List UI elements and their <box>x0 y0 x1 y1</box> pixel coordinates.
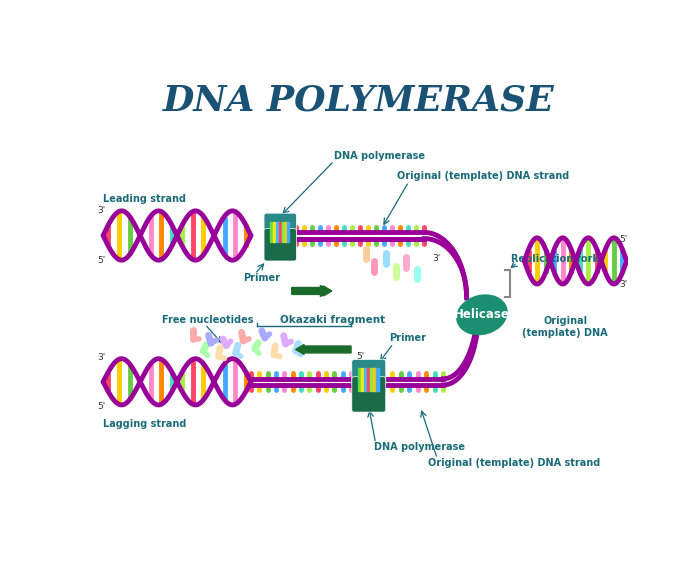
Text: 3': 3' <box>97 206 105 215</box>
Text: 5': 5' <box>619 235 627 244</box>
Text: Replication fork: Replication fork <box>511 254 599 264</box>
Bar <box>370 368 372 391</box>
Bar <box>361 368 363 391</box>
Text: Free nucleotides: Free nucleotides <box>162 315 254 325</box>
Text: DNA polymerase: DNA polymerase <box>334 151 425 161</box>
FancyBboxPatch shape <box>352 377 386 412</box>
Text: Original (template) DNA strand: Original (template) DNA strand <box>398 171 570 181</box>
FancyBboxPatch shape <box>264 213 296 238</box>
Bar <box>276 222 278 243</box>
Text: 5': 5' <box>97 257 105 265</box>
Text: Helicase: Helicase <box>454 308 510 321</box>
Text: 3': 3' <box>97 353 105 363</box>
Text: 3': 3' <box>619 279 627 289</box>
Bar <box>281 222 284 243</box>
Text: Lagging strand: Lagging strand <box>103 419 186 429</box>
Bar <box>364 368 367 391</box>
Text: Original (template) DNA strand: Original (template) DNA strand <box>428 458 601 468</box>
Bar <box>368 368 370 391</box>
FancyBboxPatch shape <box>352 360 386 386</box>
Bar <box>279 222 281 243</box>
Text: DNA POLYMERASE: DNA POLYMERASE <box>163 84 554 118</box>
Bar <box>373 368 376 391</box>
Text: 5': 5' <box>356 352 365 361</box>
Text: Leading strand: Leading strand <box>103 194 186 204</box>
FancyBboxPatch shape <box>264 229 296 261</box>
Bar <box>284 222 286 243</box>
Bar <box>270 222 272 243</box>
FancyArrow shape <box>292 286 332 296</box>
Text: Primer: Primer <box>389 333 426 343</box>
Bar <box>273 222 275 243</box>
Text: Okazaki fragment: Okazaki fragment <box>280 315 385 325</box>
Bar <box>288 222 290 243</box>
Bar <box>377 368 379 391</box>
Bar <box>358 368 360 391</box>
Text: Original
(template) DNA: Original (template) DNA <box>522 317 608 338</box>
FancyArrow shape <box>295 345 351 354</box>
Text: Primer: Primer <box>244 273 280 283</box>
Ellipse shape <box>456 294 508 335</box>
Text: 5': 5' <box>97 402 105 411</box>
Text: 3': 3' <box>432 254 440 263</box>
Text: DNA polymerase: DNA polymerase <box>374 442 466 452</box>
